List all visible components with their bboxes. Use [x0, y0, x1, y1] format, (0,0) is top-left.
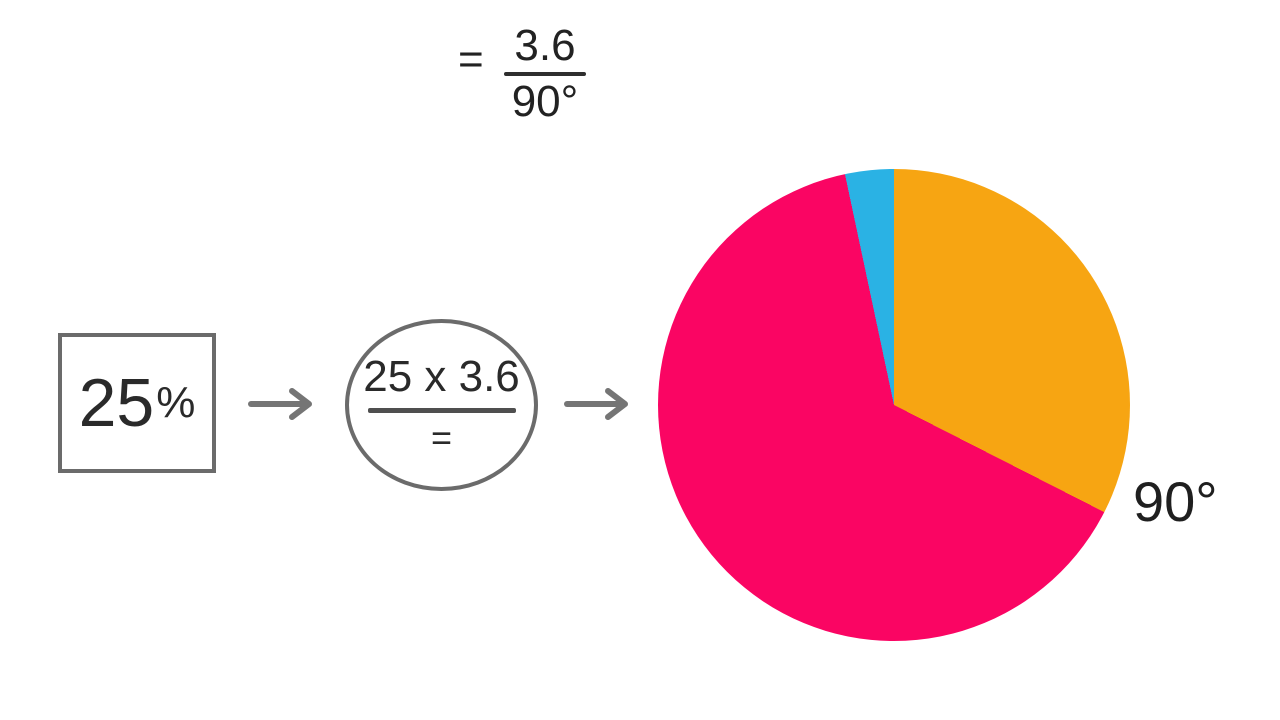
arrow-right-icon [248, 384, 318, 424]
ellipse-divider-line [367, 407, 516, 413]
fraction: 3.6 90° [503, 21, 587, 126]
ellipse-formula: 25 x 3.6 = [345, 319, 538, 491]
arrow-right-icon [564, 384, 634, 424]
percent-sign: % [156, 378, 196, 427]
ellipse-equals-sign: = [430, 416, 453, 458]
fraction-denominator: 90° [511, 77, 579, 126]
pie-slice-label: 90° [1133, 470, 1218, 533]
top-formula: = 3.6 90° [458, 21, 587, 126]
fraction-bar [503, 72, 587, 76]
fraction-numerator: 3.6 [514, 21, 576, 70]
pie-chart [658, 169, 1130, 641]
equals-sign: = [458, 35, 484, 84]
multiplication-expression: 25 x 3.6 [363, 351, 520, 401]
percent-box: 25 % [58, 333, 216, 473]
percent-value: 25 [78, 365, 155, 441]
